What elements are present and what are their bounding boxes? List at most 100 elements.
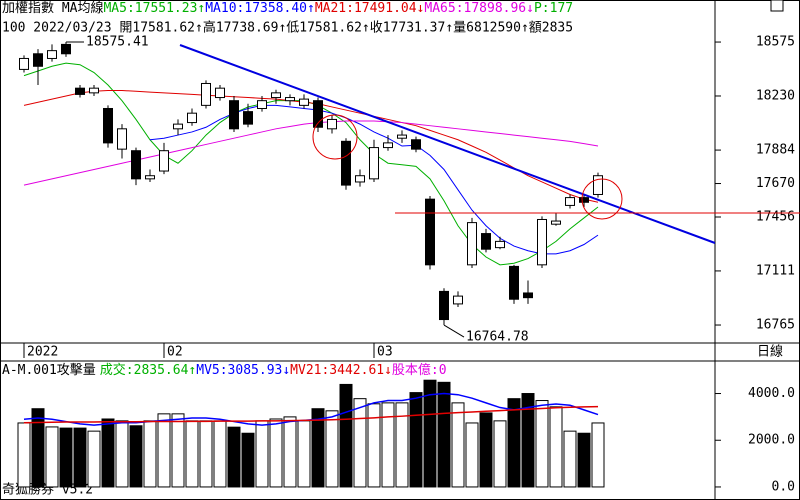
candle-body (509, 265, 519, 300)
period-label: 日線 (757, 344, 783, 360)
candle-body (75, 87, 85, 95)
volume-bar (339, 383, 353, 488)
candle-body (593, 175, 603, 195)
volume-title: A-M.001攻擊量 (2, 362, 96, 378)
volume-bar (591, 422, 605, 488)
y-tick-label: 17884 (756, 143, 795, 158)
ma-line (149, 104, 599, 255)
volume-header: A-M.001攻擊量 成交:2835.64↑MV5:3085.93↓MV21:34… (2, 362, 447, 378)
candle-body (565, 197, 575, 206)
volume-bar (451, 402, 465, 488)
volume-bar (297, 420, 311, 488)
indicator: MA5:17551.23↑ (103, 1, 205, 16)
highlight-circle (312, 114, 358, 160)
volume-bar (115, 420, 129, 488)
candle-body (369, 147, 379, 180)
volume-bar (437, 381, 451, 488)
y-tick-label: 4000.0 (748, 386, 795, 401)
candle-body (117, 128, 127, 150)
y-tick-label: 2000.0 (748, 433, 795, 448)
legend-entry: MV21:3442.61↓ (290, 363, 392, 378)
candle-body (397, 134, 407, 139)
volume-bar (59, 427, 73, 488)
ma-line (23, 120, 599, 186)
candle-body (495, 240, 505, 249)
volume-panel (17, 379, 605, 488)
candle-body (467, 222, 477, 266)
volume-bar (311, 408, 325, 488)
volume-bar (171, 413, 185, 488)
indicator: MA10:17358.40↑ (205, 1, 315, 16)
window-icon[interactable] (770, 0, 784, 12)
candle-body (285, 97, 295, 102)
volume-bar (199, 420, 213, 488)
volume-bar (549, 406, 563, 488)
y-tick-label: 17670 (756, 176, 795, 191)
candle-body (383, 142, 393, 149)
volume-bar (241, 432, 255, 488)
candle-body (243, 111, 253, 125)
volume-bar (381, 402, 395, 488)
volume-bar (577, 432, 591, 488)
volume-bar (255, 420, 269, 488)
trend-line (179, 44, 715, 244)
volume-bar (521, 393, 535, 488)
price-panel: 18575.41 16764.78 (19, 34, 603, 343)
candle-body (257, 100, 267, 109)
annotation-leader (443, 324, 465, 338)
annotation: 18575.41 (86, 34, 149, 49)
candle-body (103, 107, 113, 144)
candle-body (229, 100, 239, 130)
candle-body (145, 175, 155, 180)
candle-body (313, 100, 323, 128)
candle-body (159, 150, 169, 172)
x-tick-label: 2022 (27, 345, 58, 360)
candle-body (173, 123, 183, 130)
candle-body (551, 220, 561, 225)
axes: 18575 18230 17884 17670 17456 17111 16765 2022 0… (23, 35, 795, 494)
volume-bar (31, 408, 45, 488)
volume-bar (479, 412, 493, 488)
volume-bar (283, 416, 297, 488)
candle-body (187, 112, 197, 124)
candle-body (61, 43, 71, 55)
candle-body (33, 53, 43, 67)
candle-body (47, 50, 57, 59)
volume-bar (17, 422, 31, 488)
candle-body (537, 218, 547, 266)
volume-bar (157, 413, 171, 488)
volume-bar (213, 420, 227, 488)
volume-bar (535, 400, 549, 488)
volume-bar (353, 398, 367, 488)
volume-bar (367, 403, 381, 488)
volume-bar (395, 402, 409, 488)
candle-body (453, 295, 463, 305)
candle-body (439, 290, 449, 321)
candle-body (131, 150, 141, 180)
candle-body (523, 292, 533, 299)
drawings (179, 44, 715, 244)
volume-bar (493, 420, 507, 488)
y-tick-label: 18230 (756, 88, 795, 103)
volume-bar (129, 425, 143, 488)
volume-bar (269, 418, 283, 488)
volume-bar (143, 420, 157, 488)
candle-body (299, 98, 309, 106)
quote-line: 100 2022/03/23 開17581.62↑高17738.69↑低1758… (2, 20, 573, 36)
highlight-circle (581, 178, 623, 220)
candle-body (355, 175, 365, 183)
y-tick-label: 0.0 (772, 479, 795, 494)
candle-body (201, 82, 211, 106)
volume-bar (45, 426, 59, 488)
y-tick-label: 18575 (756, 35, 795, 50)
volume-bar (87, 430, 101, 488)
header-line: 加權指數 MA均線MA5:17551.23↑MA10:17358.40↑MA21… (2, 0, 573, 16)
volume-bar (101, 418, 115, 488)
legend-entry: 成交:2835.64↑ (100, 362, 196, 378)
volume-bar (465, 422, 479, 488)
volume-bar (563, 430, 577, 488)
x-tick-label: 02 (167, 345, 183, 360)
candle-body (89, 87, 99, 94)
header: 加權指數 MA均線MA5:17551.23↑MA10:17358.40↑MA21… (2, 0, 573, 36)
volume-bar (325, 410, 339, 488)
